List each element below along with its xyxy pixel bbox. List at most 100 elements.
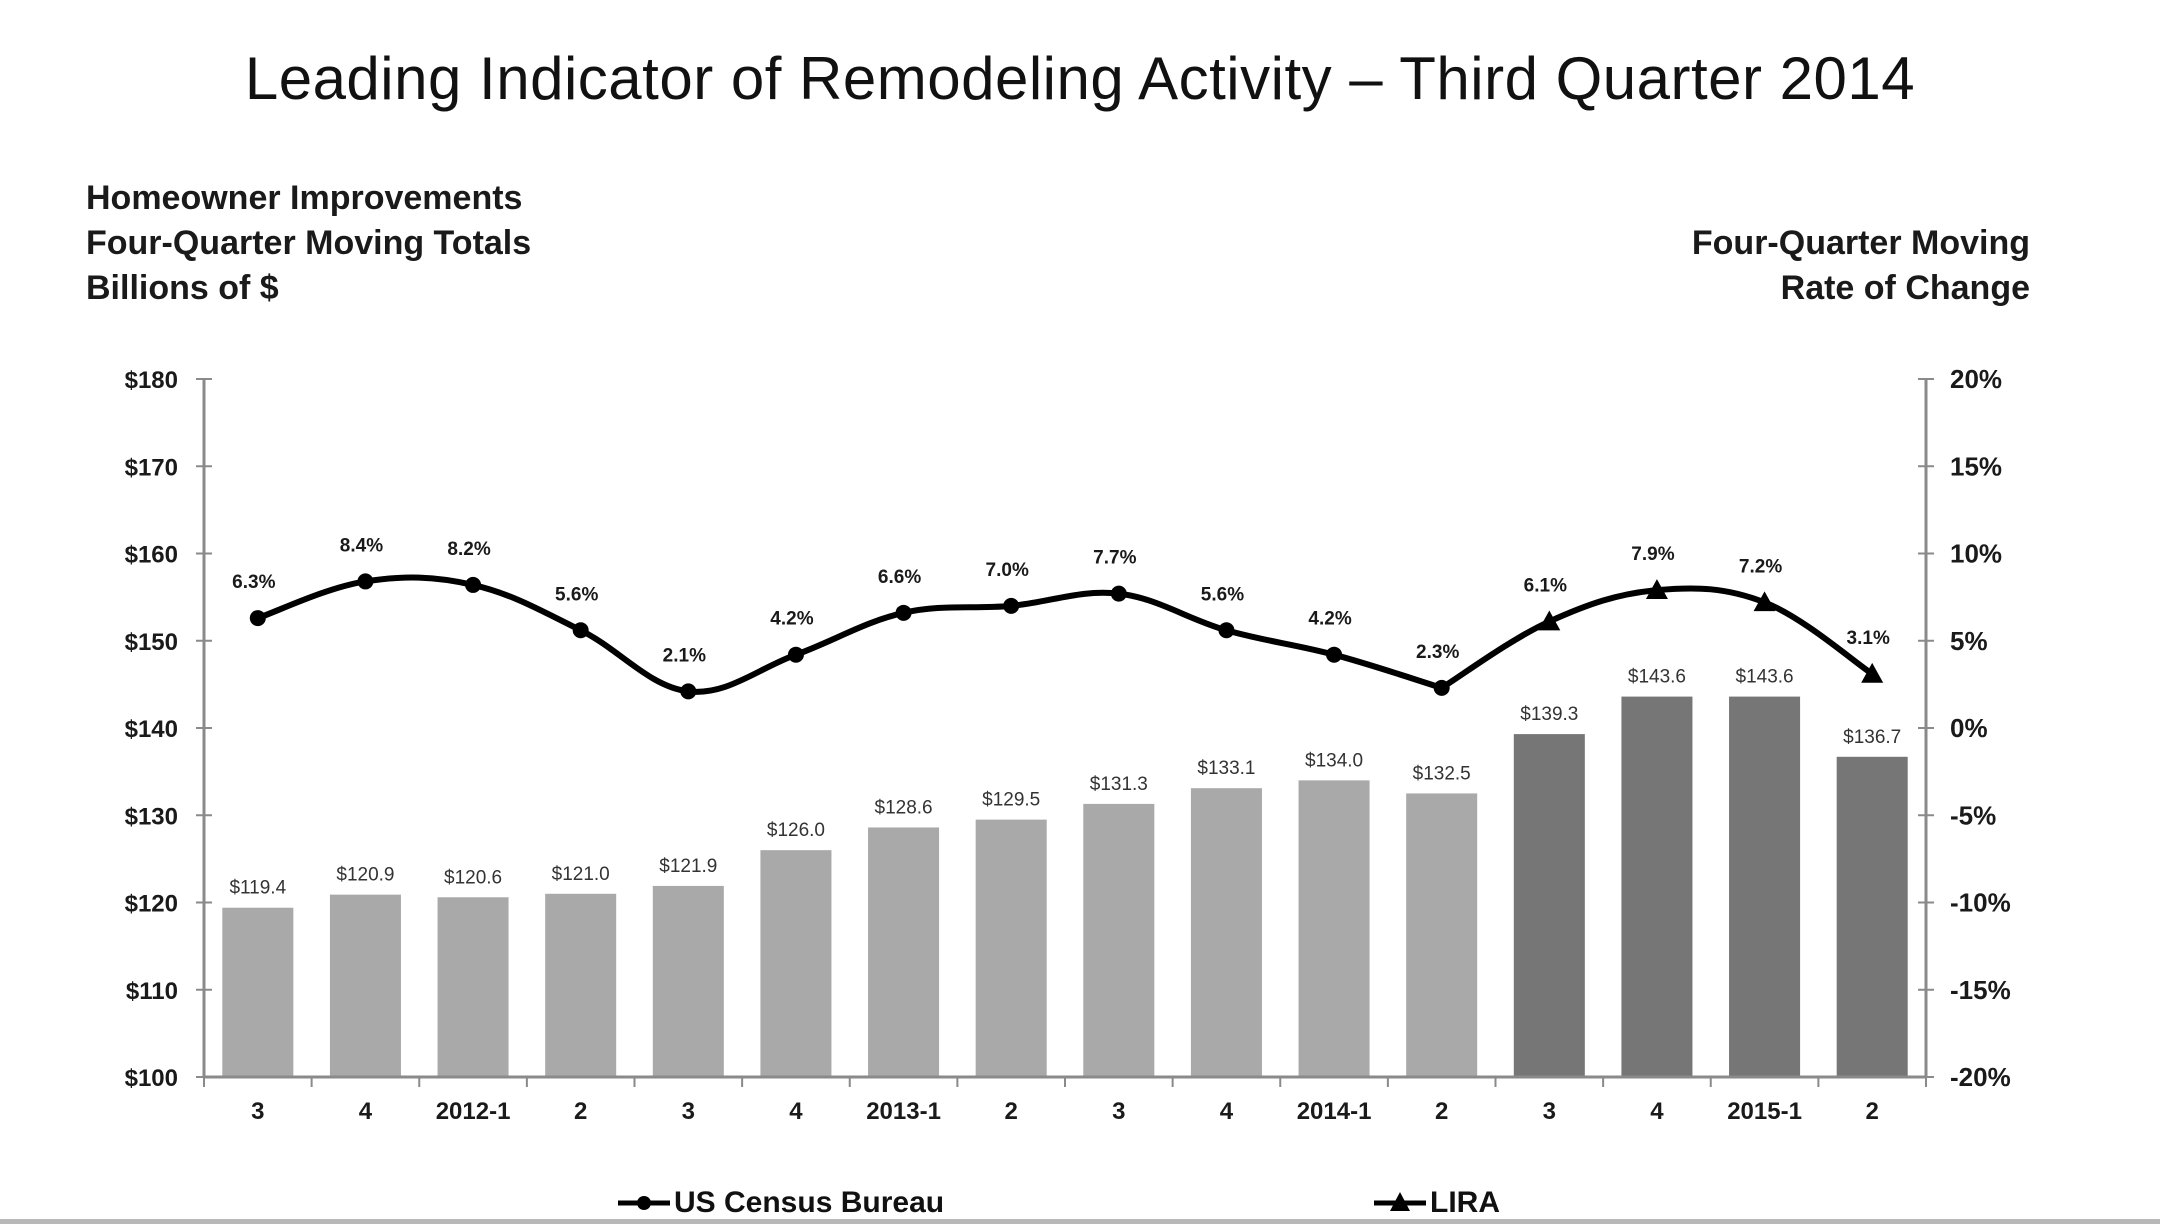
bar-value-label: $121.0 — [552, 864, 610, 885]
lira-point-marker — [1753, 591, 1776, 612]
x-tick-label: 3 — [251, 1098, 264, 1125]
bar — [1298, 780, 1370, 1077]
x-tick-label: 2013-1 — [866, 1098, 941, 1125]
census-value-label: 6.3% — [232, 572, 275, 593]
legend-lira-label: LIRA — [1430, 1186, 1500, 1219]
census-point-marker — [357, 573, 374, 590]
left-y-tick-label: $130 — [125, 803, 178, 830]
census-line — [254, 574, 1445, 695]
bar — [1836, 756, 1908, 1077]
lines-layer — [249, 573, 1884, 700]
left-y-tick-label: $180 — [125, 367, 178, 394]
census-point-marker — [1218, 622, 1235, 639]
bar-value-label: $126.0 — [767, 820, 825, 841]
census-value-label: 5.6% — [1201, 584, 1244, 605]
x-tick-label: 4 — [1650, 1098, 1664, 1125]
census-point-marker — [465, 576, 482, 593]
x-tick-label: 2014-1 — [1297, 1098, 1372, 1125]
census-value-label: 2.3% — [1416, 642, 1459, 663]
legend: US Census Bureau LIRA — [618, 1186, 1500, 1219]
left-axis-title: Homeowner Improvements Four-Quarter Movi… — [86, 176, 531, 311]
right-y-tick-label: -10% — [1950, 888, 2011, 918]
bar — [1190, 788, 1262, 1077]
bar-value-label: $133.1 — [1197, 758, 1255, 779]
x-tick-label: 2 — [1435, 1098, 1448, 1125]
bar-value-label: $128.6 — [875, 797, 933, 818]
bar — [1513, 734, 1585, 1077]
lira-point-marker — [1538, 610, 1561, 631]
bar — [975, 819, 1047, 1077]
x-tick-label: 2 — [574, 1098, 587, 1125]
right-axis-title-line: Four-Quarter Moving — [1691, 224, 2030, 262]
left-axis-title-line: Homeowner Improvements — [86, 179, 523, 217]
x-tick-label: 4 — [359, 1098, 373, 1125]
lira-value-label: 7.2% — [1739, 556, 1782, 577]
census-value-label: 4.2% — [770, 609, 813, 630]
bar-value-label: $132.5 — [1413, 763, 1471, 784]
census-point-marker — [1003, 597, 1020, 614]
left-y-tick-label: $150 — [125, 629, 178, 656]
bar — [1083, 803, 1155, 1077]
bar — [437, 897, 509, 1077]
left-y-tick-label: $170 — [125, 454, 178, 481]
bar — [329, 894, 401, 1077]
bar — [652, 885, 724, 1077]
census-value-label: 4.2% — [1308, 609, 1351, 630]
bar — [222, 907, 294, 1077]
left-y-tick-label: $160 — [125, 542, 178, 569]
right-y-tick-label: -15% — [1950, 975, 2011, 1005]
bar — [868, 827, 940, 1077]
lira-point-marker — [1861, 662, 1884, 683]
lira-value-label: 3.1% — [1847, 628, 1890, 649]
bar-value-label: $136.7 — [1843, 727, 1901, 748]
left-y-tick-label: $120 — [125, 891, 178, 918]
x-tick-label: 3 — [682, 1098, 695, 1125]
right-y-tick-label: -20% — [1950, 1062, 2011, 1092]
left-axis-title-line: Billions of $ — [86, 269, 279, 307]
bar — [760, 850, 832, 1077]
bar-value-label: $119.4 — [229, 878, 286, 899]
bar — [1729, 696, 1801, 1077]
bar-value-label: $131.3 — [1090, 774, 1148, 795]
bar-value-label: $129.5 — [982, 790, 1040, 811]
left-y-tick-label: $140 — [125, 716, 178, 743]
x-tick-label: 2012-1 — [436, 1098, 511, 1125]
census-value-label: 8.2% — [447, 539, 490, 560]
census-value-label: 2.1% — [663, 645, 706, 666]
bottom-border — [0, 1219, 2160, 1224]
chart-title: Leading Indicator of Remodeling Activity… — [244, 45, 1916, 112]
right-y-tick-label: 5% — [1950, 626, 1988, 656]
legend-circle-marker-icon — [637, 1196, 651, 1210]
right-y-tick-label: 0% — [1950, 713, 1988, 743]
right-axis-title: Four-Quarter Moving Rate of Change — [1692, 221, 2030, 311]
census-value-label: 7.0% — [986, 560, 1029, 581]
legend-triangle-marker-icon — [1390, 1192, 1410, 1211]
x-tick-label: 2 — [1866, 1098, 1879, 1125]
right-y-tick-label: -5% — [1950, 800, 1996, 830]
left-y-tick-label: $100 — [125, 1065, 178, 1092]
bar-value-label: $121.9 — [659, 856, 717, 877]
census-point-marker — [680, 683, 697, 700]
labels-layer: $119.4 $120.9 $120.6 $121.0 $121.9 $126.0 $128… — [125, 364, 2011, 1125]
census-point-marker — [1326, 646, 1343, 663]
x-tick-label: 4 — [789, 1098, 803, 1125]
right-axis-title-line: Rate of Change — [1780, 269, 2030, 307]
x-tick-label: 3 — [1543, 1098, 1556, 1125]
right-y-tick-label: 20% — [1950, 364, 2002, 394]
right-y-tick-label: 15% — [1950, 451, 2002, 481]
axes-layer — [196, 378, 1934, 1087]
bars-layer — [222, 696, 1908, 1077]
left-axis-title-line: Four-Quarter Moving Totals — [86, 224, 532, 262]
lira-point-marker — [1645, 579, 1668, 599]
bar-value-label: $120.6 — [444, 867, 502, 888]
census-point-marker — [249, 610, 266, 627]
lira-value-label: 7.9% — [1631, 544, 1674, 565]
x-tick-label: 3 — [1112, 1098, 1125, 1125]
lira-value-label: 6.1% — [1524, 576, 1567, 597]
left-y-tick-label: $110 — [126, 978, 178, 1005]
census-value-label: 8.4% — [340, 535, 383, 556]
bar-value-label: $120.9 — [336, 865, 394, 886]
census-value-label: 6.6% — [878, 567, 921, 588]
x-tick-label: 4 — [1220, 1098, 1234, 1125]
